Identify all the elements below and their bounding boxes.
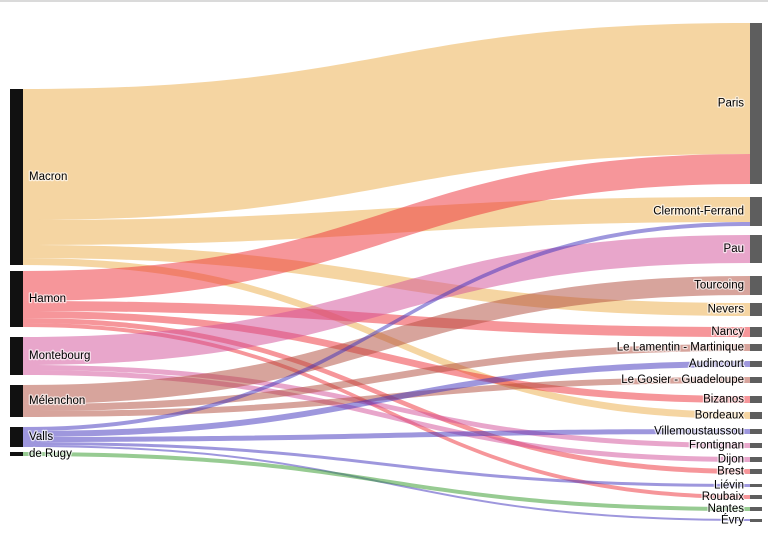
node-roubaix[interactable] <box>750 495 762 499</box>
link-montebourg-dijon[interactable] <box>23 370 750 462</box>
link-melenchon-tourcoing[interactable] <box>23 276 750 404</box>
link-montebourg-frontignan[interactable] <box>23 365 750 448</box>
node-label-valls: Valls <box>29 431 53 443</box>
node-melenchon[interactable] <box>10 385 23 417</box>
node-paris[interactable] <box>750 23 762 184</box>
node-label-nancy: Nancy <box>711 326 744 338</box>
node-nevers[interactable] <box>750 303 762 316</box>
node-label-nantes: Nantes <box>708 503 745 515</box>
link-valls-audincourt[interactable] <box>23 361 750 437</box>
node-label-bordeaux: Bordeaux <box>695 410 744 422</box>
link-melenchon-le-lamentin-martinique[interactable] <box>23 344 750 411</box>
node-nancy[interactable] <box>750 327 762 337</box>
node-label-melenchon: Mélenchon <box>29 395 85 407</box>
node-de-rugy[interactable] <box>10 452 23 456</box>
link-hamon-paris[interactable] <box>23 154 750 301</box>
link-valls-lievin[interactable] <box>23 442 750 487</box>
top-border-rule <box>0 0 768 2</box>
node-label-clermont-ferrand: Clermont-Ferrand <box>653 206 744 218</box>
node-label-hamon: Hamon <box>29 293 66 305</box>
node-label-pau: Pau <box>724 243 744 255</box>
node-le-lamentin-martinique[interactable] <box>750 344 762 351</box>
link-montebourg-pau[interactable] <box>23 235 750 365</box>
node-label-audincourt: Audincourt <box>689 358 745 370</box>
node-label-tourcoing: Tourcoing <box>694 280 744 292</box>
link-macron-paris[interactable] <box>23 23 750 220</box>
node-lievin[interactable] <box>750 484 762 487</box>
node-brest[interactable] <box>750 469 762 474</box>
node-label-roubaix: Roubaix <box>702 491 744 503</box>
node-montebourg[interactable] <box>10 337 23 375</box>
node-clermont-ferrand[interactable] <box>750 197 762 226</box>
node-villemoustaussou[interactable] <box>750 429 762 434</box>
node-pau[interactable] <box>750 235 762 263</box>
node-tourcoing[interactable] <box>750 276 762 295</box>
link-hamon-roubaix[interactable] <box>23 323 750 499</box>
node-label-bizanos: Bizanos <box>703 394 744 406</box>
node-label-nevers: Nevers <box>708 304 745 316</box>
link-valls-clermont-ferrand[interactable] <box>23 222 750 431</box>
node-label-de-rugy: de Rugy <box>29 448 72 460</box>
node-label-villemoustaussou: Villemoustaussou <box>654 426 744 438</box>
node-label-paris: Paris <box>718 98 744 110</box>
link-hamon-bizanos[interactable] <box>23 311 750 403</box>
node-frontignan[interactable] <box>750 443 762 448</box>
node-audincourt[interactable] <box>750 361 762 367</box>
node-nantes[interactable] <box>750 507 762 511</box>
node-label-le-gosier-guadeloupe: Le Gosier - Guadeloupe <box>621 374 744 386</box>
node-valls[interactable] <box>10 427 23 447</box>
node-bordeaux[interactable] <box>750 412 762 419</box>
node-evry[interactable] <box>750 519 762 522</box>
link-de-rugy-nantes[interactable] <box>23 452 750 511</box>
node-bizanos[interactable] <box>750 396 762 403</box>
node-label-frontignan: Frontignan <box>689 440 744 452</box>
node-label-le-lamentin-martinique: Le Lamentin - Martinique <box>617 342 744 354</box>
node-hamon[interactable] <box>10 271 23 327</box>
node-label-evry: Évry <box>721 514 744 527</box>
node-label-brest: Brest <box>717 466 745 478</box>
node-dijon[interactable] <box>750 457 762 462</box>
node-le-gosier-guadeloupe[interactable] <box>750 377 762 383</box>
link-hamon-nancy[interactable] <box>23 301 750 337</box>
node-macron[interactable] <box>10 89 23 265</box>
node-label-montebourg: Montebourg <box>29 350 90 362</box>
link-valls-villemoustaussou[interactable] <box>23 429 750 442</box>
node-label-dijon: Dijon <box>718 454 744 466</box>
node-label-lievin: Liévin <box>714 480 744 492</box>
node-label-macron: Macron <box>29 171 67 183</box>
